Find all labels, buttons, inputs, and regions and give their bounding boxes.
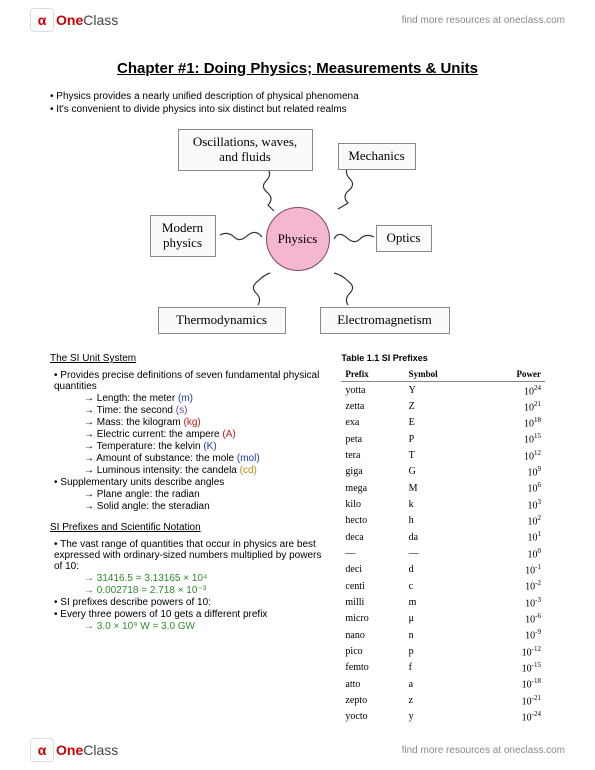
prefix-note-text: Every three powers of 10 gets a differen… <box>60 609 267 620</box>
table-row: microμ10-6 <box>341 611 545 627</box>
diagram-node-thermo: Thermodynamics <box>158 307 286 334</box>
table-row: decada101 <box>341 529 545 545</box>
table-row: petaP1015 <box>341 431 545 447</box>
table-row: millim10-3 <box>341 594 545 610</box>
prefix-intro: The vast range of quantities that occur … <box>54 539 325 596</box>
footer-tagline: find more resources at oneclass.com <box>402 745 565 756</box>
intro-bullets: Physics provides a nearly unified descri… <box>50 91 545 115</box>
diagram-node-optics: Optics <box>376 225 432 252</box>
logo-text: OneClass <box>56 742 118 758</box>
table-row: decid10-1 <box>341 562 545 578</box>
page-header: α OneClass find more resources at onecla… <box>0 0 595 40</box>
si-unit: Mass: the kilogram (kg) <box>84 417 325 428</box>
table-row: exaE1018 <box>341 415 545 431</box>
table-row: femtof10-15 <box>341 660 545 676</box>
diagram-node-modern: Modernphysics <box>150 215 216 257</box>
si-intro: Provides precise definitions of seven fu… <box>54 370 325 476</box>
table-row: ——100 <box>341 545 545 561</box>
intro-bullet: It's convenient to divide physics into s… <box>50 104 545 115</box>
si-unit: Amount of substance: the mole (mol) <box>84 453 325 464</box>
diagram-node-em: Electromagnetism <box>320 307 450 334</box>
table-row: hectoh102 <box>341 513 545 529</box>
table-row: teraT1012 <box>341 447 545 463</box>
prefix-example: 3.0 × 10⁹ W = 3.0 GW <box>84 621 325 632</box>
prefix-note: Every three powers of 10 gets a differen… <box>54 609 325 632</box>
si-unit: Temperature: the kelvin (K) <box>84 441 325 452</box>
th-prefix: Prefix <box>341 367 404 382</box>
diagram-node-mechanics: Mechanics <box>338 143 416 170</box>
si-unit: Length: the meter (m) <box>84 393 325 404</box>
logo-icon: α <box>30 738 54 762</box>
right-column: Table 1.1 SI Prefixes Prefix Symbol Powe… <box>341 353 545 725</box>
prefix-section-title: SI Prefixes and Scientific Notation <box>50 522 325 533</box>
logo-text: OneClass <box>56 12 118 28</box>
intro-bullet: Physics provides a nearly unified descri… <box>50 91 545 102</box>
si-unit: Time: the second (s) <box>84 405 325 416</box>
sci-notation-example: 0.002718 = 2.718 × 10⁻³ <box>84 585 325 596</box>
prefix-intro-text: The vast range of quantities that occur … <box>54 539 321 572</box>
diagram-node-oscillations: Oscillations, waves,and fluids <box>178 129 313 171</box>
th-power: Power <box>479 367 545 382</box>
brand-logo: α OneClass <box>30 8 118 32</box>
page-footer: α OneClass find more resources at onecla… <box>0 730 595 770</box>
chapter-title: Chapter #1: Doing Physics; Measurements … <box>50 60 545 77</box>
header-tagline: find more resources at oneclass.com <box>402 15 565 26</box>
table-row: kilok103 <box>341 496 545 512</box>
supp-title: Supplementary units describe angles <box>60 477 224 488</box>
supp-units: Supplementary units describe angles Plan… <box>54 477 325 512</box>
si-unit: Luminous intensity: the candela (cd) <box>84 465 325 476</box>
th-symbol: Symbol <box>405 367 480 382</box>
table-row: nanon10-9 <box>341 627 545 643</box>
footer-logo: α OneClass <box>30 738 118 762</box>
si-list: Provides precise definitions of seven fu… <box>50 370 325 512</box>
table-row: megaM106 <box>341 480 545 496</box>
left-column: The SI Unit System Provides precise defi… <box>50 353 325 725</box>
table-row: attoa10-18 <box>341 676 545 692</box>
table-row: zettaZ1021 <box>341 398 545 414</box>
page-content: Chapter #1: Doing Physics; Measurements … <box>0 40 595 725</box>
table-row: gigaG109 <box>341 464 545 480</box>
table-row: yoctoy10-24 <box>341 709 545 725</box>
table-title: Table 1.1 SI Prefixes <box>341 353 545 363</box>
supp-unit: Solid angle: the steradian <box>84 501 325 512</box>
table-row: picop10-12 <box>341 643 545 659</box>
prefix-list: The vast range of quantities that occur … <box>50 539 325 632</box>
diagram-center-node: Physics <box>266 207 330 271</box>
table-row: zeptoz10-21 <box>341 692 545 708</box>
logo-icon: α <box>30 8 54 32</box>
lower-columns: The SI Unit System Provides precise defi… <box>50 353 545 725</box>
sci-notation-example: 31416.5 = 3.13165 × 10⁴ <box>84 573 325 584</box>
si-unit: Electric current: the ampere (A) <box>84 429 325 440</box>
table-row: centic10-2 <box>341 578 545 594</box>
supp-unit: Plane angle: the radian <box>84 489 325 500</box>
table-row: yottaY1024 <box>341 382 545 399</box>
si-prefix-table: Prefix Symbol Power yottaY1024zettaZ1021… <box>341 367 545 725</box>
si-intro-text: Provides precise definitions of seven fu… <box>54 370 319 392</box>
prefix-note: SI prefixes describe powers of 10: <box>54 597 325 608</box>
si-section-title: The SI Unit System <box>50 353 325 364</box>
physics-realms-diagram: Physics Oscillations, waves,and fluids M… <box>108 129 488 339</box>
